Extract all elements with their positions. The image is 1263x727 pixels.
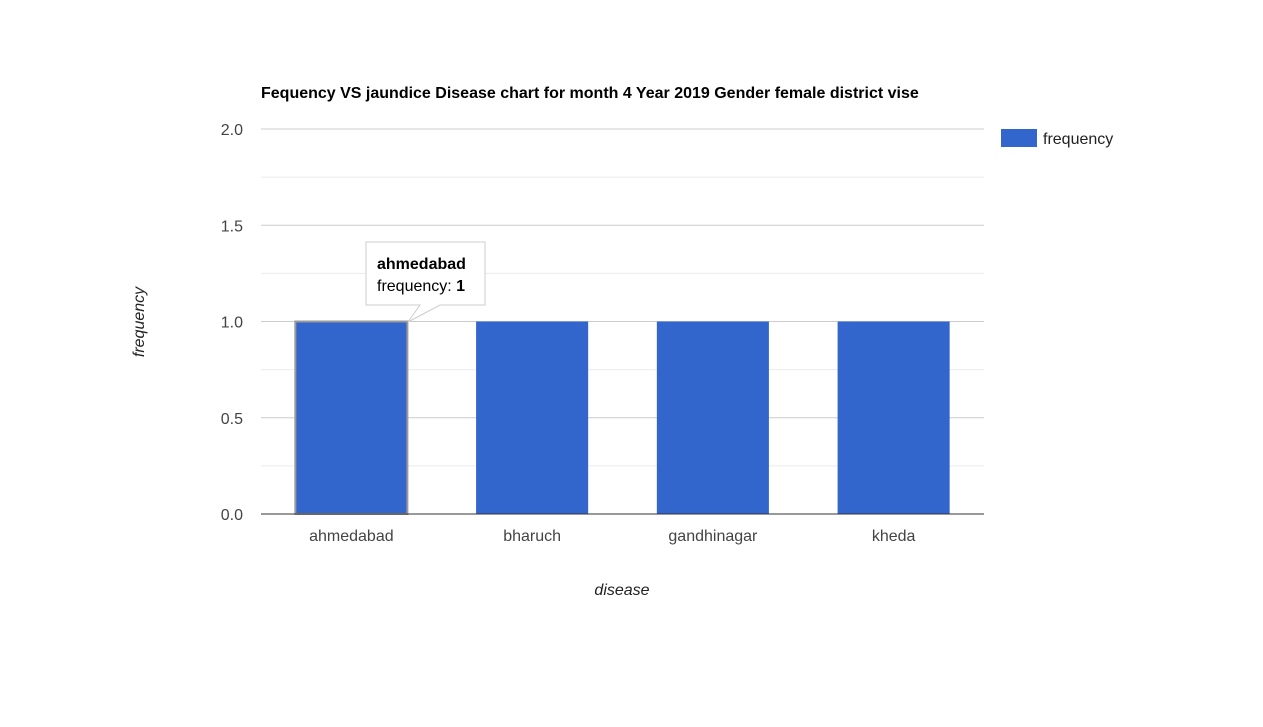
y-tick-label: 0.5 <box>221 411 243 428</box>
bar-bharuch[interactable] <box>476 321 589 515</box>
y-tick-label: 0.0 <box>221 507 243 524</box>
x-tick-label: gandhinagar <box>668 528 758 545</box>
x-tick-label: kheda <box>872 528 916 545</box>
chart-title: Fequency VS jaundice Disease chart for m… <box>261 85 919 102</box>
y-axis-ticks: 0.0 0.5 1.0 1.5 2.0 <box>221 122 243 524</box>
y-tick-label: 2.0 <box>221 122 243 139</box>
x-tick-label: bharuch <box>503 528 561 545</box>
tooltip-box <box>365 241 486 323</box>
bars <box>294 320 950 515</box>
y-axis-title: frequency <box>131 286 148 357</box>
legend-swatch <box>1001 129 1037 147</box>
bar-gandhinagar[interactable] <box>656 321 769 515</box>
x-axis-title: disease <box>594 582 649 599</box>
y-tick-label: 1.5 <box>221 218 243 235</box>
legend[interactable]: frequency <box>1001 129 1113 148</box>
legend-label: frequency <box>1043 131 1113 148</box>
bar-kheda[interactable] <box>837 321 950 515</box>
tooltip: ahmedabad frequency: 1 <box>365 241 486 323</box>
x-tick-label: ahmedabad <box>309 528 394 545</box>
tooltip-title: ahmedabad <box>377 256 466 273</box>
tooltip-label: frequency: <box>377 278 456 295</box>
x-axis-ticks: ahmedabad bharuch gandhinagar kheda <box>309 528 915 545</box>
tooltip-value: 1 <box>456 278 465 295</box>
bar-ahmedabad[interactable] <box>294 320 409 515</box>
y-tick-label: 1.0 <box>221 315 243 332</box>
tooltip-body: frequency: 1 <box>377 278 465 295</box>
